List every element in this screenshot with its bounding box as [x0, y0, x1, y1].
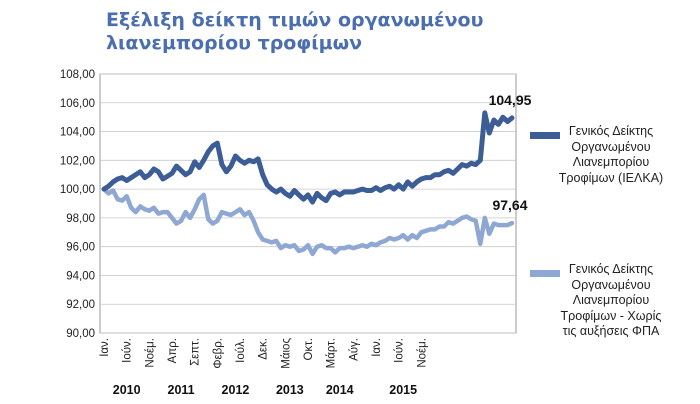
x-tick-label: Νοέμ.: [144, 338, 156, 368]
legend-swatch-no-vat: [530, 270, 560, 277]
year-label: 2011: [168, 383, 195, 397]
y-tick-label: 106,00: [60, 98, 95, 110]
chart-title-line-1: Εξέλιξη δείκτη τιμών οργανωμένου: [106, 9, 484, 31]
year-label: 2014: [326, 383, 354, 397]
legend-item-ielka: Γενικός Δείκτης Οργανωμένου Λιανεμπορίου…: [530, 124, 670, 186]
x-tick-label: Φεβρ.: [212, 338, 224, 369]
x-tick-label: Δεκ.: [258, 338, 270, 360]
series-end-label: 104,95: [489, 92, 532, 108]
y-tick-label: 102,00: [60, 155, 95, 167]
x-tick-label: Σεπτ.: [190, 338, 202, 366]
y-tick-label: 92,00: [66, 299, 95, 311]
series-end-label: 97,64: [492, 197, 527, 213]
y-tick-label: 98,00: [66, 213, 95, 225]
x-tick-label: Ιούλ.: [235, 338, 247, 363]
y-tick-label: 104,00: [60, 127, 95, 139]
x-tick-label: Οκτ.: [303, 338, 315, 360]
x-tick-label: Απρ.: [167, 338, 179, 363]
y-tick-label: 100,00: [60, 184, 95, 196]
legend-label-ielka: Γενικός Δείκτης Οργανωμένου Λιανεμπορίου…: [558, 124, 664, 185]
x-tick-label: Νοέμ.: [416, 338, 428, 368]
x-tick-label: Αύγ.: [348, 338, 360, 361]
y-tick-label: 94,00: [66, 270, 95, 282]
series-line: [101, 186, 515, 257]
x-tick-label: Μάρτ.: [326, 338, 338, 368]
x-tick-label: Μάιος: [280, 338, 292, 369]
chart-title: Εξέλιξη δείκτη τιμών οργανωμένου λιανεμπ…: [106, 9, 526, 55]
legend-item-no-vat: Γενικός Δείκτης Οργανωμένου Λιανεμπορίου…: [530, 262, 670, 340]
year-label: 2010: [113, 383, 141, 397]
plot-area: [99, 73, 517, 334]
y-tick-label: 90,00: [66, 328, 95, 340]
y-tick-label: 96,00: [66, 242, 95, 254]
x-tick-label: Ιούν.: [394, 338, 406, 363]
legend-swatch-ielka: [530, 132, 560, 139]
series-line: [101, 110, 515, 205]
chart-title-line-2: λιανεμπορίου τροφίμων: [106, 32, 363, 54]
year-label: 2015: [389, 383, 417, 397]
legend-label-no-vat: Γενικός Δείκτης Οργανωμένου Λιανεμπορίου…: [560, 262, 662, 339]
year-label: 2013: [276, 383, 304, 397]
year-label: 2012: [222, 383, 250, 397]
x-tick-label: Ιαν.: [371, 338, 383, 357]
x-tick-label: Ιούν.: [122, 338, 134, 363]
x-tick-label: Ιαν.: [99, 338, 111, 357]
y-tick-label: 108,00: [60, 69, 95, 81]
